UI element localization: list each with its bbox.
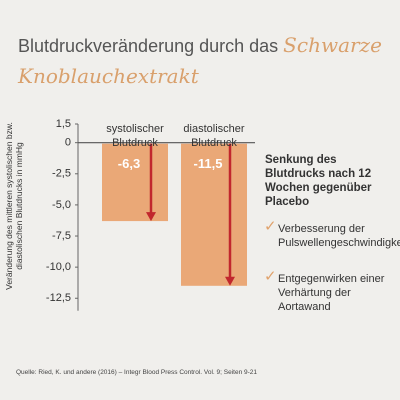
point-text: Verbesserung der Pulswellengeschwindigke… (278, 223, 400, 249)
x-tick-label: diastolischer Blutdruck (183, 123, 245, 149)
bar (181, 143, 247, 286)
y-tick-label: -5,0 (52, 199, 71, 211)
source: Quelle: Ried, K. und andere (2016) – Int… (16, 369, 258, 376)
point-text: Entgegenwirken einer Verhärtung der Aort… (278, 273, 385, 313)
y-tick-label: -10,0 (46, 261, 71, 273)
check-icon: ✓ (264, 218, 277, 235)
x-tick-label: systolischer Blutdruck (106, 123, 164, 149)
annotation-heading: Senkung des Blutdrucks nach 12 Wochen ge… (265, 154, 372, 208)
y-tick-label: 1,5 (56, 118, 71, 130)
chart-title: Blutdruckveränderung durch das Schwarze … (18, 30, 393, 92)
value-label: -11,5 (194, 156, 223, 171)
title: Blutdruckveränderung durch das (18, 36, 279, 56)
bar (102, 143, 168, 222)
title-highlight: Schwarze Knoblauchextrakt (18, 33, 382, 88)
y-tick-label: 0 (65, 137, 71, 149)
arrow-head (225, 276, 235, 286)
y-tick-label: -12,5 (46, 292, 71, 304)
check-icon: ✓ (264, 268, 277, 285)
annotation-point: ✓ Entgegenwirken einer Verhärtung der Aor… (264, 269, 390, 314)
y-tick-label: -2,5 (52, 168, 71, 180)
value-label: -6,3 (118, 156, 140, 171)
y-tick-label: -7,5 (52, 230, 71, 242)
annotation-point: ✓ Verbesserung der Pulswellengeschwindigk… (264, 219, 400, 250)
y-axis-label: Veränderung des mittleren systolischen b… (4, 122, 24, 290)
arrow-head (146, 212, 156, 222)
